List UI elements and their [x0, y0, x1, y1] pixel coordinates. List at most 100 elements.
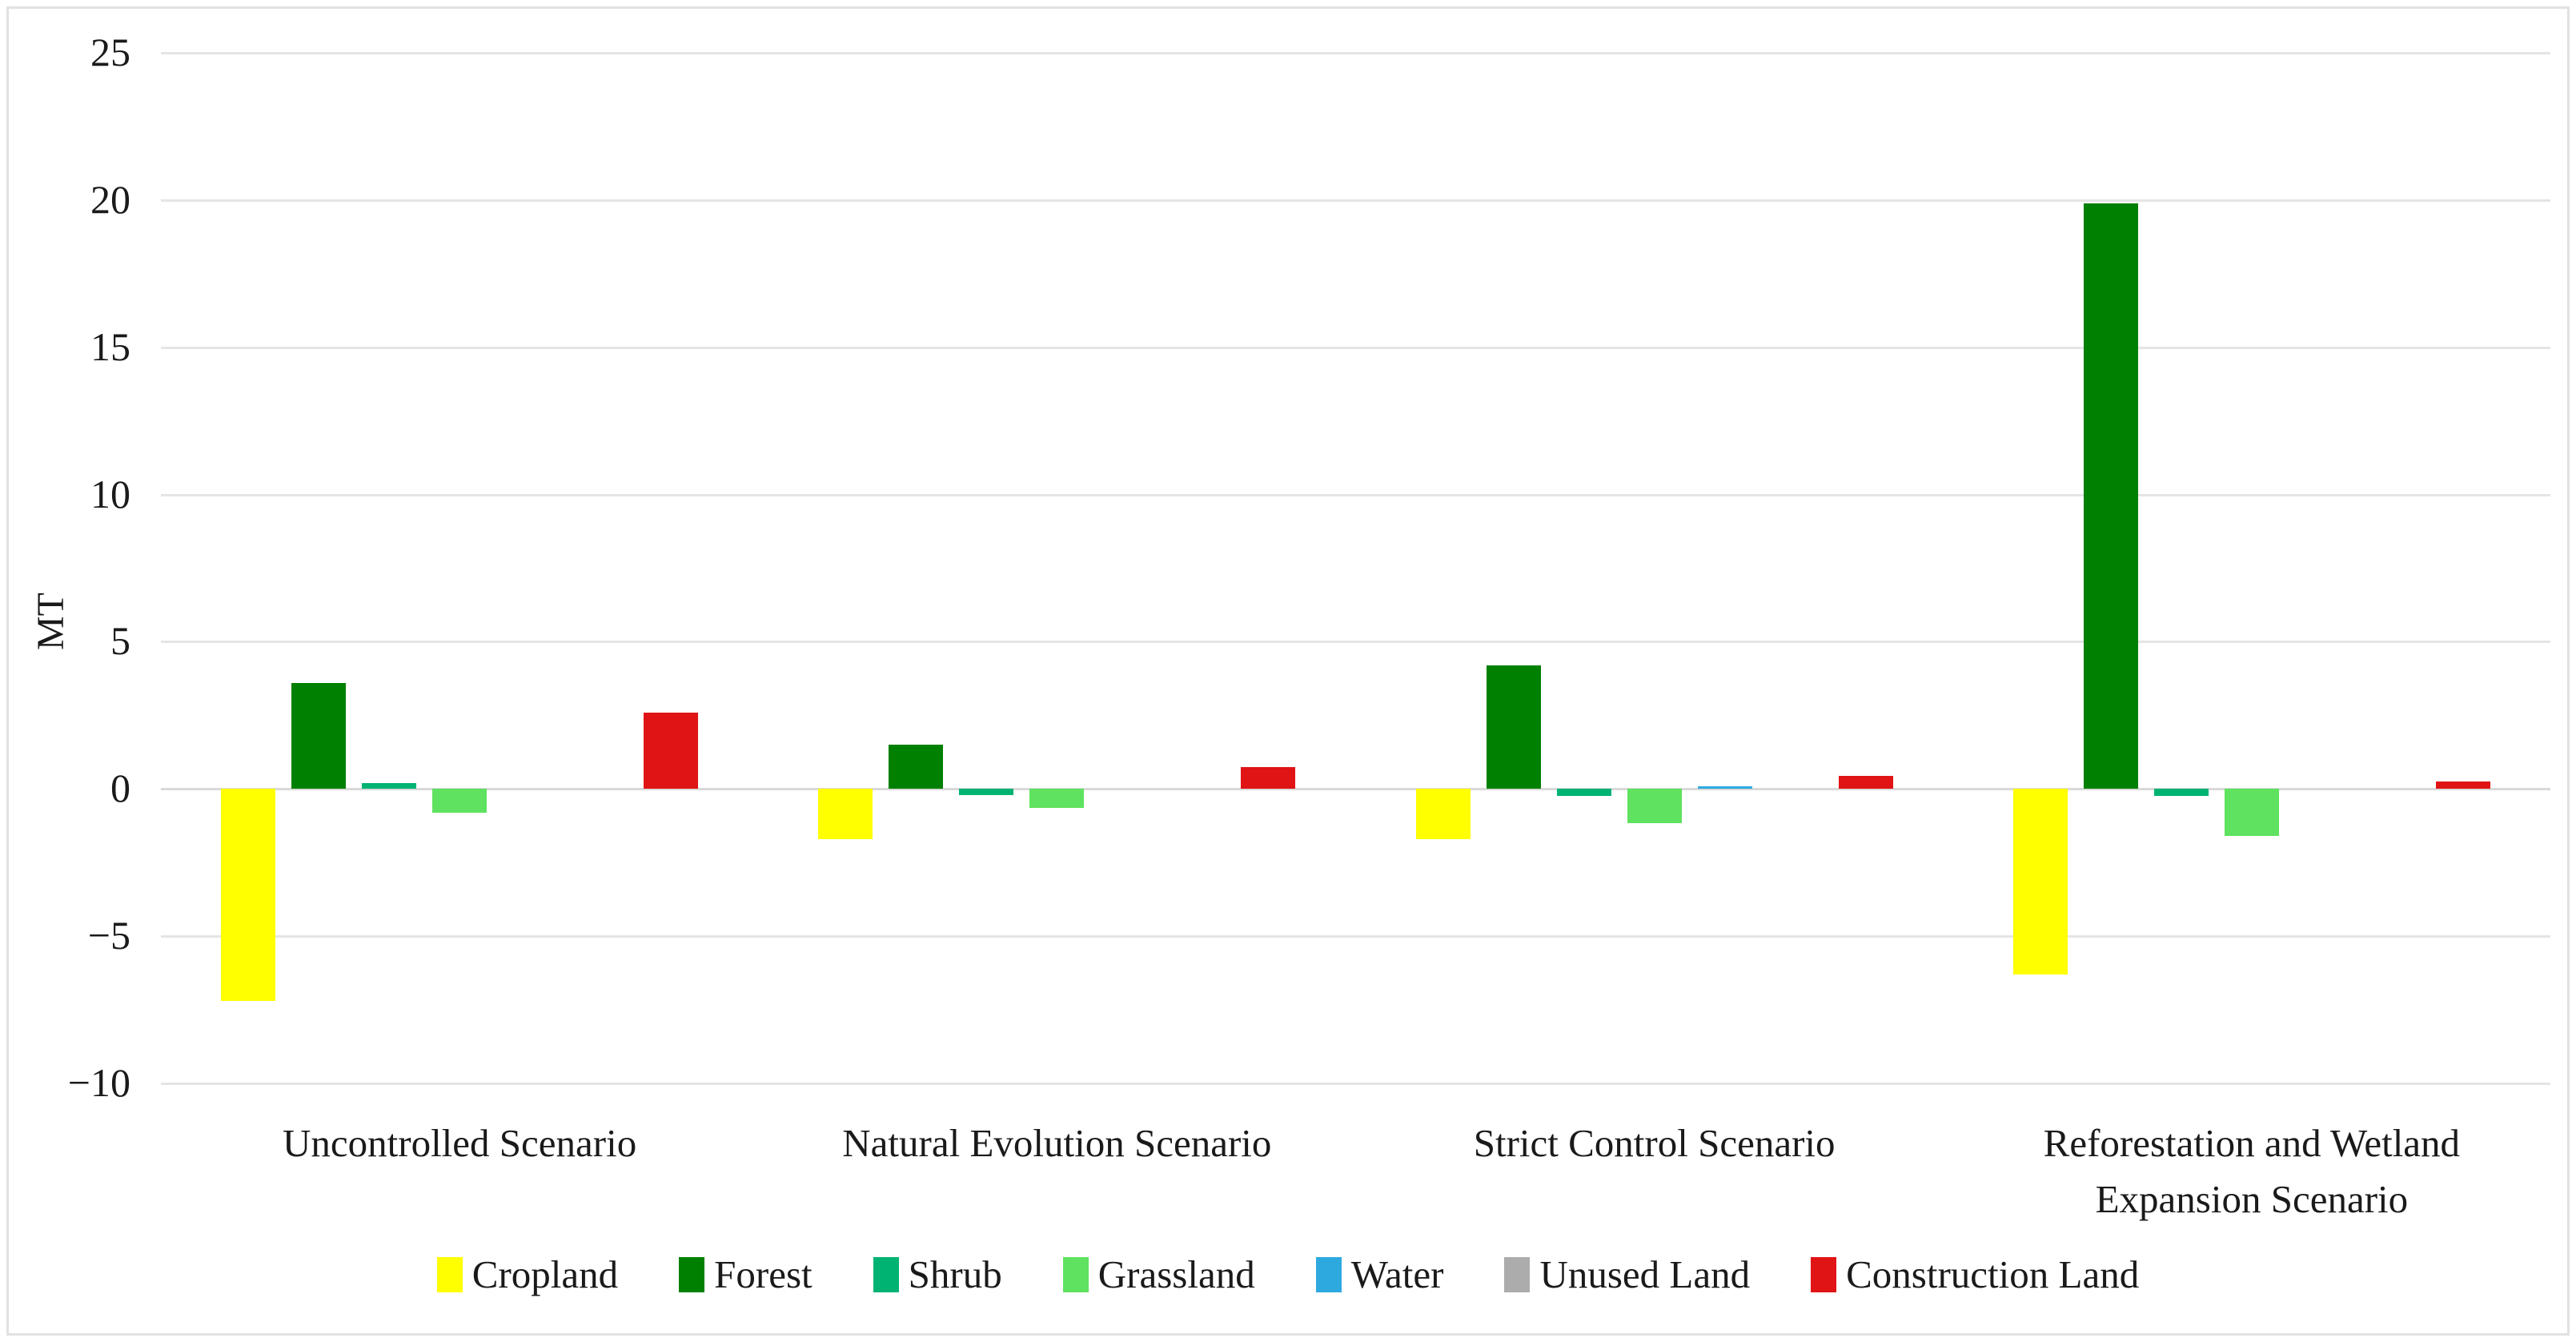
x-axis-category-label: Strict Control Scenario — [1473, 1121, 1836, 1165]
bar-slot-forest — [1486, 53, 1541, 1083]
bar-slot-construction-land — [1838, 53, 1893, 1083]
legend-swatch-icon — [1315, 1256, 1342, 1292]
x-axis-category-labels: Uncontrolled Scenario Natural Evolution S… — [161, 1115, 2550, 1227]
legend-item-cropland: Cropland — [436, 1252, 619, 1297]
y-tick-label: 10 — [90, 471, 130, 516]
bar-slot-grassland — [1029, 53, 1085, 1083]
bar-cropland — [818, 789, 873, 839]
legend-label: Construction Land — [1846, 1252, 2140, 1296]
gridline — [161, 641, 2550, 644]
y-axis-tick-labels: 25 20 15 10 5 0 −5 −10 — [9, 30, 130, 1105]
bar-cropland — [1415, 789, 1471, 839]
gridline — [161, 199, 2550, 202]
gridline — [161, 346, 2550, 349]
bar-slot-cropland — [1415, 53, 1471, 1083]
bar-groups — [161, 53, 2550, 1083]
legend-item-construction-land: Construction Land — [1811, 1252, 2139, 1297]
bar-slot-grassland — [2224, 53, 2279, 1083]
zero-gridline — [161, 788, 2550, 791]
legend-swatch-icon — [436, 1256, 463, 1292]
legend-swatch-icon — [1062, 1256, 1089, 1292]
gridline — [161, 52, 2550, 54]
bar-forest — [291, 682, 347, 790]
bar-construction-land — [1838, 775, 1893, 790]
bar-grassland — [1029, 789, 1085, 809]
legend-swatch-icon — [873, 1256, 899, 1292]
legend-label: Shrub — [908, 1252, 1002, 1296]
bar-chart-figure: MT 25 20 15 10 5 0 −5 −10 Uncontrolled Scenario… — [6, 6, 2570, 1336]
legend-item-shrub: Shrub — [873, 1252, 1002, 1297]
legend-swatch-icon — [679, 1256, 705, 1292]
bar-cropland — [221, 789, 276, 1002]
bar-cropland — [2012, 789, 2068, 974]
bar-group — [161, 53, 758, 1083]
bar-slot-cropland — [221, 53, 276, 1083]
bar-forest — [1486, 665, 1541, 790]
legend-label: Cropland — [471, 1252, 619, 1296]
bar-water — [1697, 786, 1752, 790]
legend-label: Unused Land — [1539, 1252, 1751, 1296]
bar-shrub — [959, 789, 1014, 795]
legend-label: Water — [1350, 1252, 1444, 1296]
x-axis-category-label: Uncontrolled Scenario — [283, 1121, 637, 1165]
bar-slot-water — [2295, 53, 2349, 1083]
gridline — [161, 935, 2550, 938]
y-tick-label: 5 — [110, 618, 130, 664]
bar-construction-land — [2435, 781, 2490, 790]
legend-item-grassland: Grassland — [1062, 1252, 1255, 1297]
legend-label: Forest — [714, 1252, 813, 1296]
bar-slot-water — [1100, 53, 1154, 1083]
bar-slot-grassland — [432, 53, 488, 1083]
bar-forest — [2083, 203, 2138, 790]
bar-slot-unused-land — [2365, 53, 2420, 1083]
bar-shrub — [362, 782, 417, 790]
bar-slot-shrub — [362, 53, 417, 1083]
bar-construction-land — [1241, 766, 1296, 790]
bar-shrub — [1556, 789, 1611, 797]
bar-slot-construction-land — [644, 53, 699, 1083]
legend-label: Grassland — [1097, 1252, 1255, 1296]
bar-group — [1953, 53, 2550, 1083]
bar-slot-forest — [2083, 53, 2138, 1083]
bar-group — [758, 53, 1355, 1083]
y-tick-label: 20 — [90, 176, 130, 222]
bar-slot-unused-land — [1170, 53, 1225, 1083]
gridline — [161, 493, 2550, 496]
bar-slot-shrub — [2153, 53, 2209, 1083]
bar-grassland — [1627, 789, 1682, 823]
bar-slot-water — [503, 53, 557, 1083]
bar-construction-land — [644, 712, 699, 790]
bar-slot-cropland — [818, 53, 873, 1083]
bar-slot-construction-land — [2435, 53, 2490, 1083]
bar-slot-forest — [291, 53, 347, 1083]
bar-slot-construction-land — [1241, 53, 1296, 1083]
x-axis-category-label: Reforestation and Wetland Expansion Scen… — [2043, 1121, 2461, 1221]
x-axis-category-label: Natural Evolution Scenario — [842, 1121, 1272, 1165]
bar-group — [1356, 53, 1953, 1083]
bar-grassland — [2224, 789, 2279, 837]
bar-slot-shrub — [959, 53, 1014, 1083]
y-tick-label: −5 — [87, 912, 130, 958]
y-tick-label: 15 — [90, 323, 130, 369]
bar-slot-water — [1697, 53, 1752, 1083]
legend-item-water: Water — [1315, 1252, 1444, 1297]
plot-area — [161, 52, 2550, 1085]
bar-slot-shrub — [1556, 53, 1611, 1083]
bar-slot-grassland — [1627, 53, 1682, 1083]
bar-grassland — [432, 789, 488, 813]
y-tick-label: 0 — [110, 765, 130, 811]
bar-slot-unused-land — [1768, 53, 1823, 1083]
gridline — [161, 1083, 2550, 1085]
bar-slot-forest — [889, 53, 944, 1083]
legend: Cropland Forest Shrub Grassland Water Unused … — [9, 1252, 2567, 1297]
bar-slot-unused-land — [573, 53, 628, 1083]
legend-swatch-icon — [1504, 1256, 1531, 1292]
bar-slot-cropland — [2012, 53, 2068, 1083]
bar-shrub — [2153, 789, 2209, 797]
legend-item-forest: Forest — [679, 1252, 813, 1297]
y-tick-label: 25 — [90, 29, 130, 74]
legend-item-unused-land: Unused Land — [1504, 1252, 1750, 1297]
y-tick-label: −10 — [67, 1059, 130, 1105]
bar-forest — [889, 745, 944, 790]
legend-swatch-icon — [1811, 1256, 1837, 1292]
